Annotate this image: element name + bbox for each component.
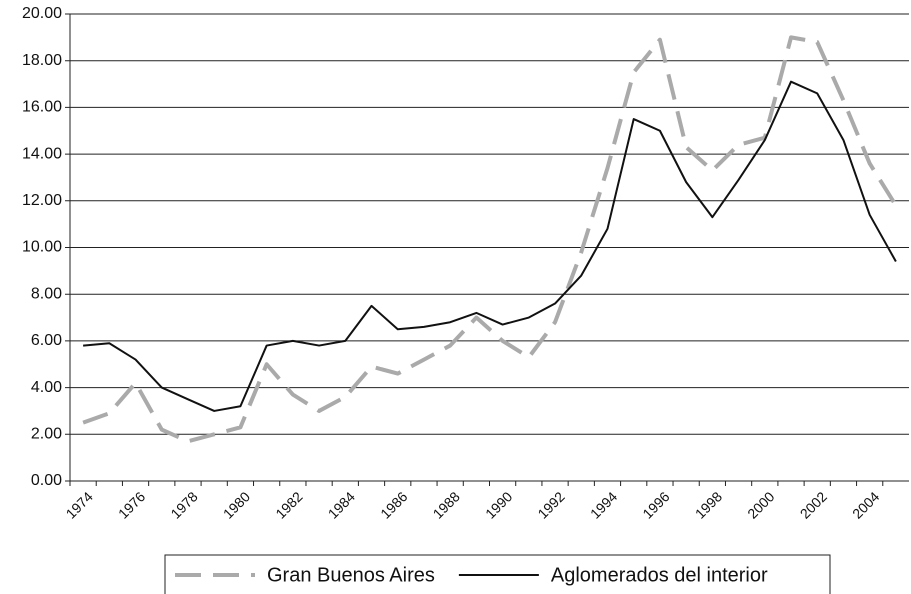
legend-label: Aglomerados del interior [551, 564, 768, 586]
y-tick-label: 6.00 [31, 332, 62, 349]
y-tick-label: 0.00 [31, 472, 62, 489]
y-tick-label: 18.00 [22, 52, 62, 69]
x-tick-label: 1974 [63, 488, 96, 521]
x-tick-label: 2002 [797, 488, 830, 521]
x-tick-label: 2000 [744, 488, 777, 521]
x-tick-label: 1976 [115, 488, 148, 521]
y-tick-label: 14.00 [22, 145, 62, 162]
x-tick-label: 1992 [534, 488, 567, 521]
x-tick-label: 1994 [587, 488, 620, 521]
y-tick-label: 4.00 [31, 379, 62, 396]
x-tick-label: 1978 [167, 488, 200, 521]
line-series [82, 35, 898, 444]
x-tick-label: 1996 [639, 488, 672, 521]
x-tick-label: 2004 [849, 488, 882, 521]
legend-label: Gran Buenos Aires [267, 564, 435, 586]
y-tick-label: 16.00 [22, 99, 62, 116]
x-tick-label: 1998 [692, 488, 725, 521]
x-tick-label: 1980 [220, 488, 253, 521]
y-tick-label: 8.00 [31, 285, 62, 302]
y-tick-label: 2.00 [31, 426, 62, 443]
x-tick-label: 1984 [325, 488, 358, 521]
x-tick-label: 1988 [430, 488, 463, 521]
line-series [83, 80, 897, 412]
x-tick-label: 1986 [377, 488, 410, 521]
y-tick-label: 10.00 [22, 239, 62, 256]
x-tick-label: 1990 [482, 488, 515, 521]
x-tick-label: 1982 [272, 488, 305, 521]
y-tick-label: 12.00 [22, 192, 62, 209]
y-tick-label: 20.00 [22, 5, 62, 22]
